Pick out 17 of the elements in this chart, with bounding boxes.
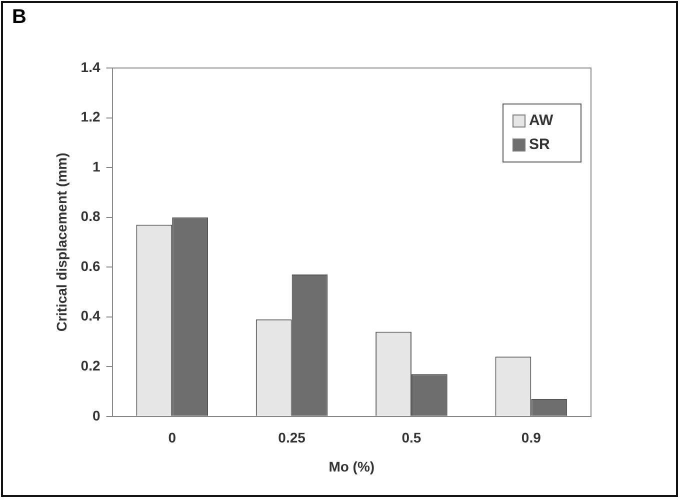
text: B xyxy=(12,6,26,29)
y-tick-label: 1.4 xyxy=(80,58,100,75)
x-tick-label: 0 xyxy=(168,430,176,446)
legend-label: AW xyxy=(529,112,554,130)
y-axis-title: Critical displacement (mm) xyxy=(53,152,70,332)
y-tick-label: 0.6 xyxy=(80,258,100,274)
y-tick-label: 0.4 xyxy=(80,308,100,324)
x-axis-title: Mo (%) xyxy=(328,458,375,474)
x-tick-label: 0.5 xyxy=(402,430,422,446)
y-tick-label: 0.2 xyxy=(80,357,100,374)
y-tick-label: 0 xyxy=(92,407,100,424)
y-tick-label: 1 xyxy=(92,158,100,174)
x-tick-label: 0.25 xyxy=(278,430,306,446)
y-tick-label: 1.2 xyxy=(80,108,100,125)
legend-label: SR xyxy=(529,136,550,154)
x-tick-label: 0.9 xyxy=(521,430,542,446)
y-tick-label: 0.8 xyxy=(80,208,100,224)
